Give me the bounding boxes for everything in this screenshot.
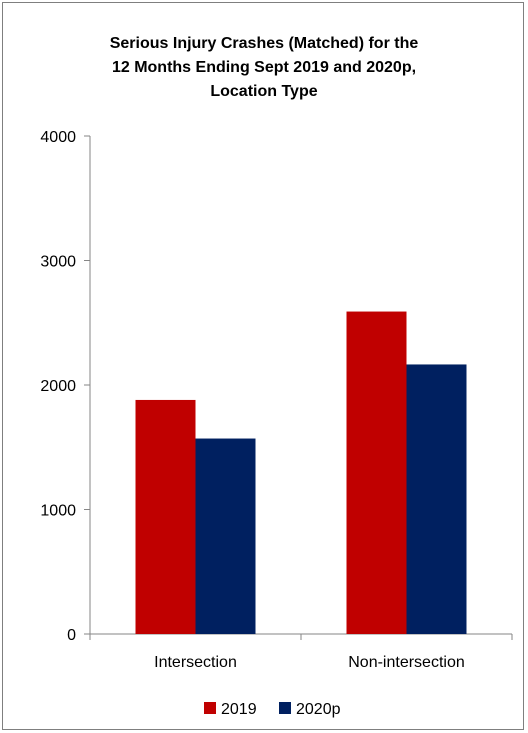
- chart-title-line-2: 12 Months Ending Sept 2019 and 2020p,: [111, 59, 417, 76]
- y-tick-label: 0: [67, 627, 76, 644]
- x-tick-labels: Intersection Non-intersection: [154, 654, 465, 671]
- legend: 2019 2020p: [204, 701, 341, 718]
- y-tick-labels: 0 1000 2000 3000 4000: [40, 129, 76, 644]
- bar-2019-intersection: [135, 399, 196, 634]
- chart-title-line-3: Location Type: [210, 83, 318, 100]
- legend-label-2019: 2019: [221, 701, 257, 718]
- bar-2019-non-intersection: [346, 311, 407, 634]
- legend-swatch-2020p: [279, 702, 291, 714]
- bar-2020p-non-intersection: [406, 364, 467, 634]
- x-tick-label: Intersection: [154, 654, 237, 671]
- chart-title-line-1: Serious Injury Crashes (Matched) for the: [109, 35, 419, 52]
- legend-swatch-2019: [204, 702, 216, 714]
- bar-2020p-intersection: [195, 438, 256, 634]
- chart-title: Serious Injury Crashes (Matched) for the…: [0, 32, 528, 104]
- y-tick-label: 2000: [40, 378, 76, 395]
- y-tick-label: 3000: [40, 254, 76, 271]
- bars: [135, 311, 467, 634]
- legend-label-2020p: 2020p: [296, 701, 341, 718]
- y-tick-label: 1000: [40, 503, 76, 520]
- x-tick-label: Non-intersection: [348, 654, 465, 671]
- y-tick-label: 4000: [40, 129, 76, 146]
